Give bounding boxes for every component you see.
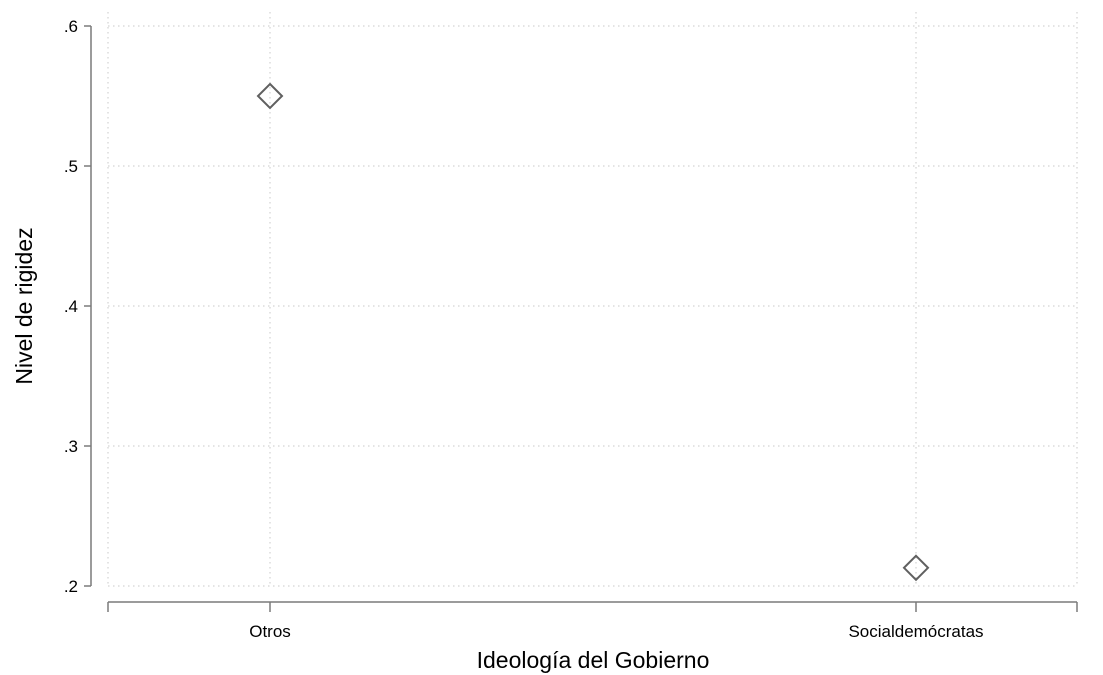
data-point (902, 554, 930, 582)
y-axis-ticks: .2 .3 .4 .5 .6 (64, 17, 91, 596)
x-axis-title: Ideología del Gobierno (477, 647, 710, 673)
data-points (256, 82, 930, 582)
y-tick-label: .6 (64, 17, 78, 36)
data-point (256, 82, 284, 110)
y-tick-label: .4 (64, 297, 78, 316)
y-tick-label: .5 (64, 157, 78, 176)
x-axis-ticks: Otros Socialdemócratas (249, 602, 984, 641)
grid (107, 12, 1078, 587)
y-tick-label: .3 (64, 437, 78, 456)
x-tick-label: Socialdemócratas (848, 622, 983, 641)
x-tick-label: Otros (249, 622, 291, 641)
y-axis-title: Nivel de rigidez (11, 227, 37, 384)
y-tick-label: .2 (64, 577, 78, 596)
